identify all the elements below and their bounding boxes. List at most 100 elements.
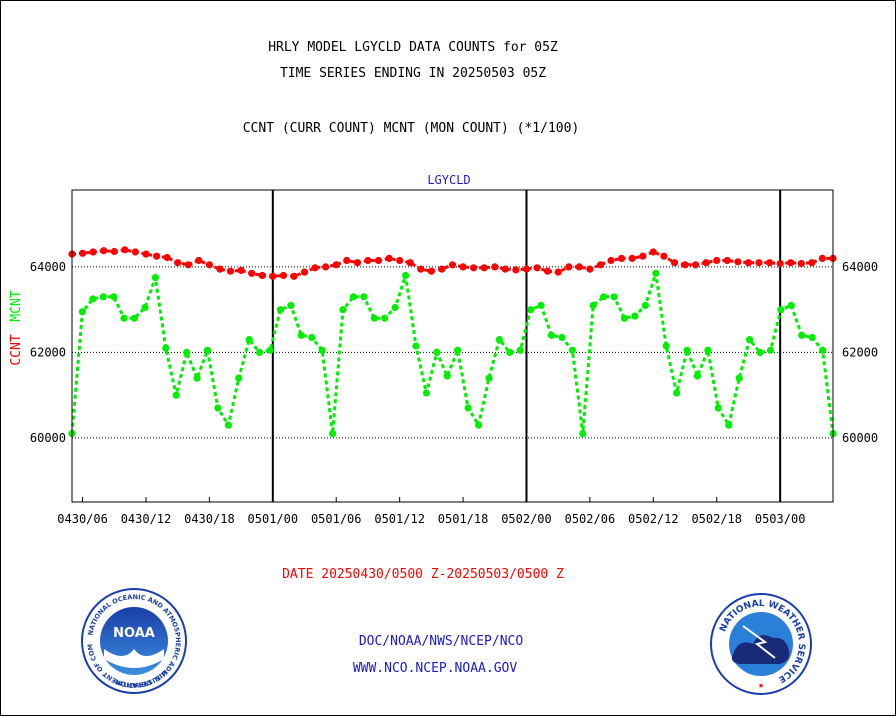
data-point-ccnt	[776, 259, 784, 268]
data-point-ccnt	[554, 268, 562, 276]
x-tick-labels: 0430/06 0430/12 0430/18 0501/00 0501/06 0501/…	[57, 497, 805, 526]
data-point-ccnt	[79, 249, 87, 257]
data-point-mcnt	[151, 274, 159, 282]
data-point-mcnt	[589, 301, 597, 309]
data-point-ccnt	[279, 271, 287, 280]
data-point-mcnt	[527, 306, 535, 314]
data-point-mcnt	[443, 372, 451, 380]
data-point-ccnt	[153, 252, 161, 260]
data-point-ccnt	[237, 266, 245, 274]
data-point-ccnt	[353, 259, 361, 267]
data-point-mcnt	[235, 374, 243, 382]
data-point-ccnt	[269, 272, 277, 280]
data-point-ccnt	[755, 259, 763, 267]
data-point-ccnt	[470, 264, 478, 272]
data-point-mcnt	[464, 404, 472, 412]
series-mcnt	[68, 269, 837, 438]
data-point-mcnt	[78, 308, 86, 316]
data-point-mcnt	[276, 306, 285, 314]
data-point-ccnt	[459, 263, 467, 271]
data-point-ccnt	[311, 264, 319, 272]
data-point-mcnt	[297, 331, 305, 339]
series-ccnt	[68, 246, 837, 280]
data-point-ccnt	[184, 261, 192, 269]
data-point-ccnt	[649, 248, 657, 256]
x-tick-label: 0502/00	[501, 512, 552, 526]
nws-star-icon: ★	[758, 680, 764, 691]
data-point-ccnt	[385, 254, 393, 262]
data-point-mcnt	[714, 404, 722, 412]
data-point-ccnt	[818, 254, 827, 262]
data-point-ccnt	[248, 269, 256, 277]
data-point-mcnt	[381, 314, 389, 322]
data-point-ccnt	[544, 267, 552, 275]
data-point-mcnt	[662, 342, 670, 350]
data-point-mcnt	[308, 333, 316, 342]
data-point-mcnt	[683, 346, 691, 354]
data-point-ccnt	[163, 253, 171, 262]
data-point-mcnt	[558, 333, 566, 342]
data-point-ccnt	[501, 265, 509, 273]
data-point-ccnt	[427, 267, 435, 275]
data-point-ccnt	[702, 259, 710, 267]
data-point-ccnt	[343, 256, 351, 265]
data-point-mcnt	[89, 295, 97, 303]
data-point-mcnt	[203, 346, 212, 354]
data-point-ccnt	[322, 263, 330, 271]
data-point-mcnt	[725, 421, 733, 429]
data-point-ccnt	[723, 256, 731, 265]
data-point-mcnt	[579, 430, 587, 438]
noaa-logo-text: NOAA	[113, 626, 155, 641]
data-point-mcnt	[412, 342, 420, 350]
data-point-ccnt	[131, 248, 139, 256]
data-point-mcnt	[349, 293, 358, 301]
data-point-mcnt	[766, 346, 775, 354]
x-axis-label: DATE 20250430/0500 Z-20250503/0500 Z	[282, 567, 564, 582]
x-tick-label: 0501/06	[311, 512, 362, 526]
data-point-mcnt	[433, 348, 441, 356]
data-point-ccnt	[438, 265, 446, 273]
data-point-ccnt	[808, 259, 816, 267]
data-point-mcnt	[120, 314, 128, 322]
data-point-ccnt	[205, 261, 213, 269]
data-point-mcnt	[245, 336, 253, 344]
data-point-mcnt	[141, 303, 149, 312]
data-point-ccnt	[374, 256, 383, 265]
data-point-ccnt	[216, 265, 224, 273]
data-point-mcnt	[506, 348, 514, 356]
data-point-ccnt	[100, 247, 108, 255]
chart-title-line-2: TIME SERIES ENDING IN 20250503 05Z	[280, 66, 546, 81]
data-point-ccnt	[89, 248, 97, 256]
chart-subtitle: CCNT (CURR COUNT) MCNT (MON COUNT) (*1/1…	[243, 121, 580, 136]
data-point-mcnt	[610, 293, 618, 301]
data-point-ccnt	[787, 259, 795, 267]
data-point-ccnt	[258, 271, 266, 280]
series-line-mcnt	[70, 272, 835, 434]
grid-lines	[72, 266, 833, 439]
data-point-ccnt	[174, 259, 182, 267]
data-point-ccnt	[586, 265, 594, 273]
data-point-mcnt	[537, 301, 545, 309]
data-point-mcnt	[475, 421, 483, 429]
day-boundary-lines	[271, 190, 782, 502]
data-point-mcnt	[391, 303, 399, 312]
data-point-mcnt	[819, 346, 827, 354]
data-point-ccnt	[565, 263, 573, 271]
data-point-mcnt	[798, 331, 806, 339]
data-point-mcnt	[641, 301, 650, 309]
data-point-ccnt	[300, 268, 309, 276]
x-tick-label: 0502/06	[565, 512, 616, 526]
data-point-mcnt	[485, 374, 493, 382]
data-point-ccnt	[744, 259, 753, 267]
data-point-mcnt	[130, 314, 139, 322]
data-point-ccnt	[142, 250, 150, 258]
data-point-ccnt	[226, 267, 235, 275]
data-point-mcnt	[600, 293, 608, 301]
data-point-ccnt	[290, 272, 298, 280]
chart-title-line-1: HRLY MODEL LGYCLD DATA COUNTS for 05Z	[268, 40, 558, 55]
data-point-ccnt	[596, 261, 605, 269]
data-point-ccnt	[522, 265, 531, 273]
data-point-ccnt	[364, 256, 372, 265]
data-point-mcnt	[735, 374, 743, 382]
data-point-ccnt	[734, 258, 742, 266]
